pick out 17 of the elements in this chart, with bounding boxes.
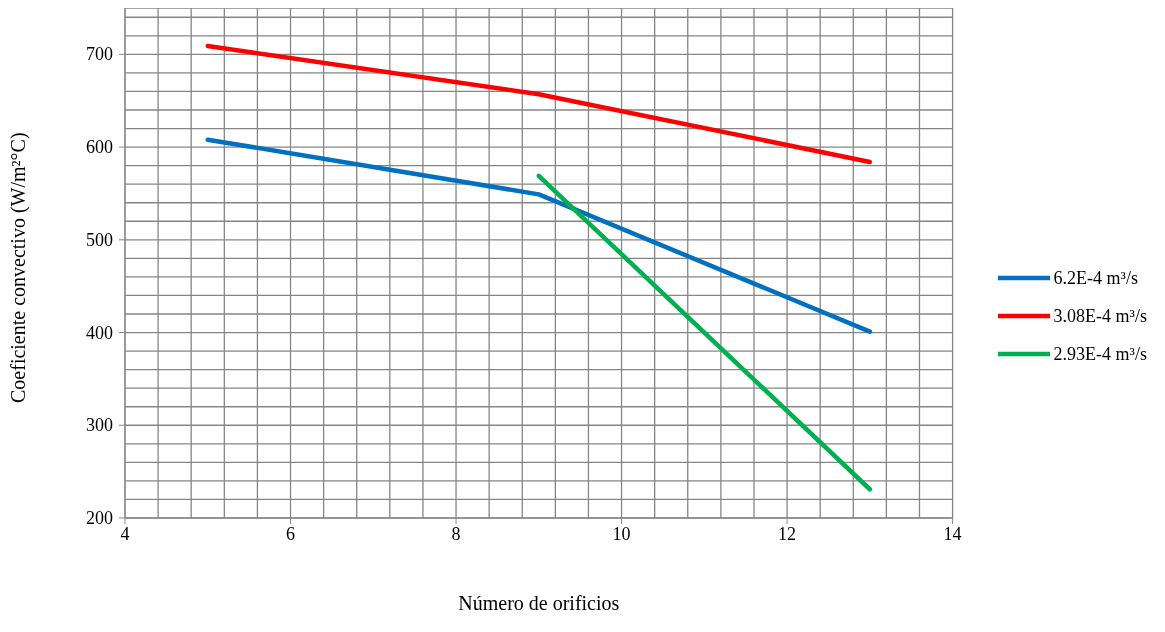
y-tick-label: 500: [86, 229, 113, 250]
x-tick-label: 8: [451, 524, 461, 544]
x-tick-label: 4: [120, 524, 130, 544]
x-tick-label: 10: [612, 524, 631, 544]
x-tick-label: 6: [286, 524, 296, 544]
y-tick-label: 300: [86, 415, 113, 436]
x-tick-label: 12: [778, 524, 797, 544]
y-tick-label: 400: [86, 322, 113, 343]
y-tick-label: 700: [86, 44, 113, 65]
legend-label: 2.93E-4 m³/s: [1053, 343, 1147, 365]
legend-label: 3.08E-4 m³/s: [1053, 305, 1147, 327]
y-tick-label: 200: [86, 508, 113, 528]
y-tick-label: 600: [86, 137, 113, 158]
legend-label: 6.2E-4 m³/s: [1053, 267, 1138, 289]
y-axis-title: Coeficiente convectivo (W/m²°C): [7, 132, 31, 403]
x-tick-label: 14: [943, 524, 962, 544]
x-axis-title: Número de orificios: [458, 592, 620, 614]
